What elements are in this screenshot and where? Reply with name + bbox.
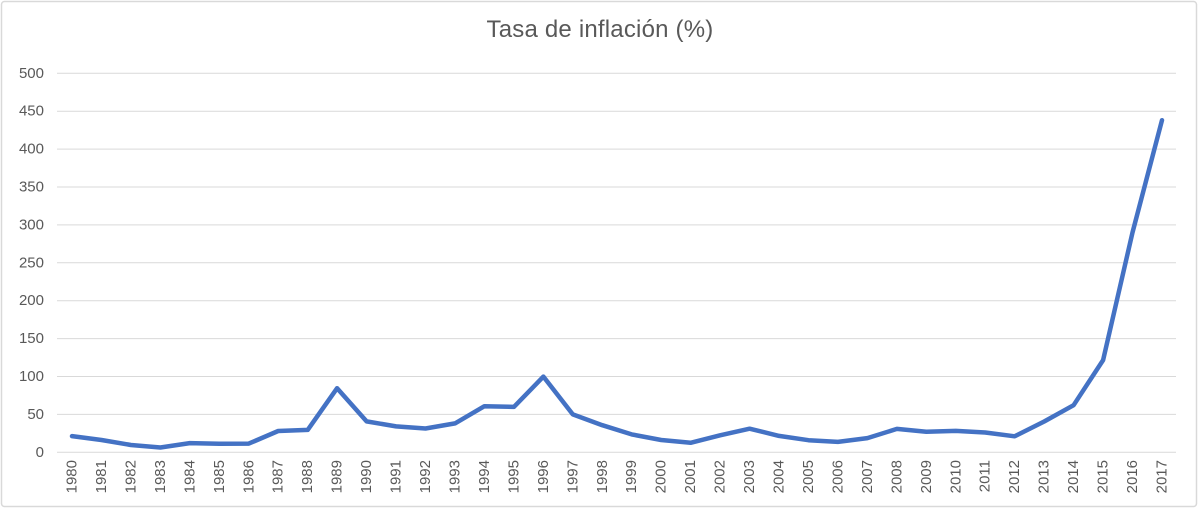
x-axis-tick-label: 1986 [240,460,257,493]
x-axis-tick-label: 1988 [299,460,316,493]
x-axis-tick-label: 2017 [1154,460,1171,493]
y-axis-tick-label: 300 [19,216,44,233]
x-axis-tick-label: 2009 [918,460,935,493]
x-axis-tick-label: 1987 [270,460,287,493]
x-axis-tick-label: 2011 [977,460,994,492]
x-axis-tick-label: 2012 [1006,460,1023,493]
x-axis-tick-label: 1995 [505,460,522,493]
x-axis-tick-label: 1989 [329,460,346,493]
x-axis-tick-label: 1991 [388,460,405,493]
y-axis-tick-label: 500 [19,65,44,82]
x-axis-tick-label: 1983 [152,460,169,493]
x-axis-tick-label: 2008 [888,460,905,493]
chart-title: Tasa de inflación (%) [486,16,714,43]
x-axis-tick-label: 1993 [446,460,463,493]
x-axis-tick-label: 2010 [947,460,964,493]
x-axis-tick-label: 2016 [1124,460,1141,493]
y-axis-tick-label: 400 [19,141,44,158]
y-axis-tick-label: 450 [19,103,44,120]
x-axis-tick-label: 1992 [417,460,434,493]
y-axis-tick-label: 100 [19,368,44,385]
x-axis-tick-label: 1997 [564,460,581,493]
x-axis-tick-label: 2006 [829,460,846,493]
x-axis-tick-label: 2004 [771,460,788,493]
x-axis-tick-label: 1998 [594,460,611,493]
x-axis-tick-label: 2002 [712,460,729,493]
x-axis-tick-label: 2001 [682,460,699,493]
x-axis-tick-label: 2005 [800,460,817,493]
x-axis-tick-label: 1990 [358,460,375,493]
y-axis-tick-label: 250 [19,254,44,271]
x-axis-tick-label: 2003 [741,460,758,493]
x-axis-tick-label: 1985 [211,460,228,493]
x-axis-tick-label: 1984 [181,460,198,493]
x-axis-tick-label: 2015 [1095,460,1112,493]
x-axis-tick-label: 1980 [64,460,81,493]
x-axis-tick-label: 1982 [122,460,139,493]
y-axis-tick-label: 0 [36,444,44,461]
y-axis-tick-label: 50 [27,406,44,423]
x-axis-tick-label: 1994 [476,460,493,493]
y-axis-tick-label: 150 [19,330,44,347]
y-axis-tick-label: 200 [19,292,44,309]
x-axis-tick-label: 2013 [1036,460,1053,493]
y-axis-tick-label: 350 [19,179,44,196]
x-axis-tick-label: 1999 [623,460,640,493]
x-axis-tick-label: 2007 [859,460,876,493]
chart-border [0,0,1198,508]
x-axis-tick-label: 1996 [535,460,552,493]
inflation-line-series [69,117,1165,450]
x-axis-tick-label: 1981 [93,460,110,493]
x-axis-tick-label: 2000 [653,460,670,493]
x-axis-tick-label: 2014 [1065,460,1082,493]
